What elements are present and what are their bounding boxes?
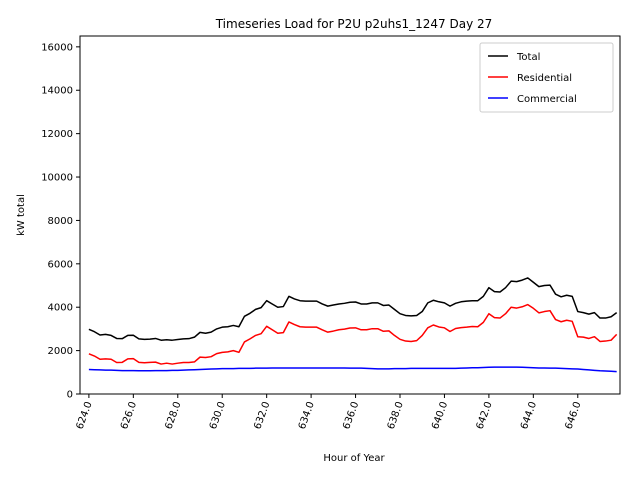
chart-title: Timeseries Load for P2U p2uhs1_1247 Day … [215,17,493,31]
y-tick-label: 12000 [41,129,73,140]
y-axis: 0 2000 4000 6000 8000 10000 12000 14000 16000 [41,42,80,401]
y-axis-label: kW total [16,194,27,236]
series-line-commercial [88,366,617,373]
y-tick-label: 4000 [48,303,73,314]
legend-label-commercial: Commercial [517,94,577,105]
legend-label-total: Total [516,52,540,63]
y-tick-label: 10000 [41,173,73,184]
plot-frame [79,35,621,395]
series-group [88,277,618,373]
series-line-residential [88,303,618,365]
y-tick-label: 2000 [48,346,73,357]
x-axis-label: Hour of Year [323,453,385,464]
y-tick-label: 0 [67,390,73,401]
legend-box [479,42,614,113]
y-tick-label: 14000 [41,86,73,97]
legend: Total Residential Commercial [479,42,614,113]
y-tick-label: 16000 [41,42,73,53]
y-tick-label: 6000 [48,259,73,270]
legend-label-residential: Residential [517,73,572,84]
y-tick-label: 8000 [48,216,73,227]
series-line-total [88,277,618,341]
